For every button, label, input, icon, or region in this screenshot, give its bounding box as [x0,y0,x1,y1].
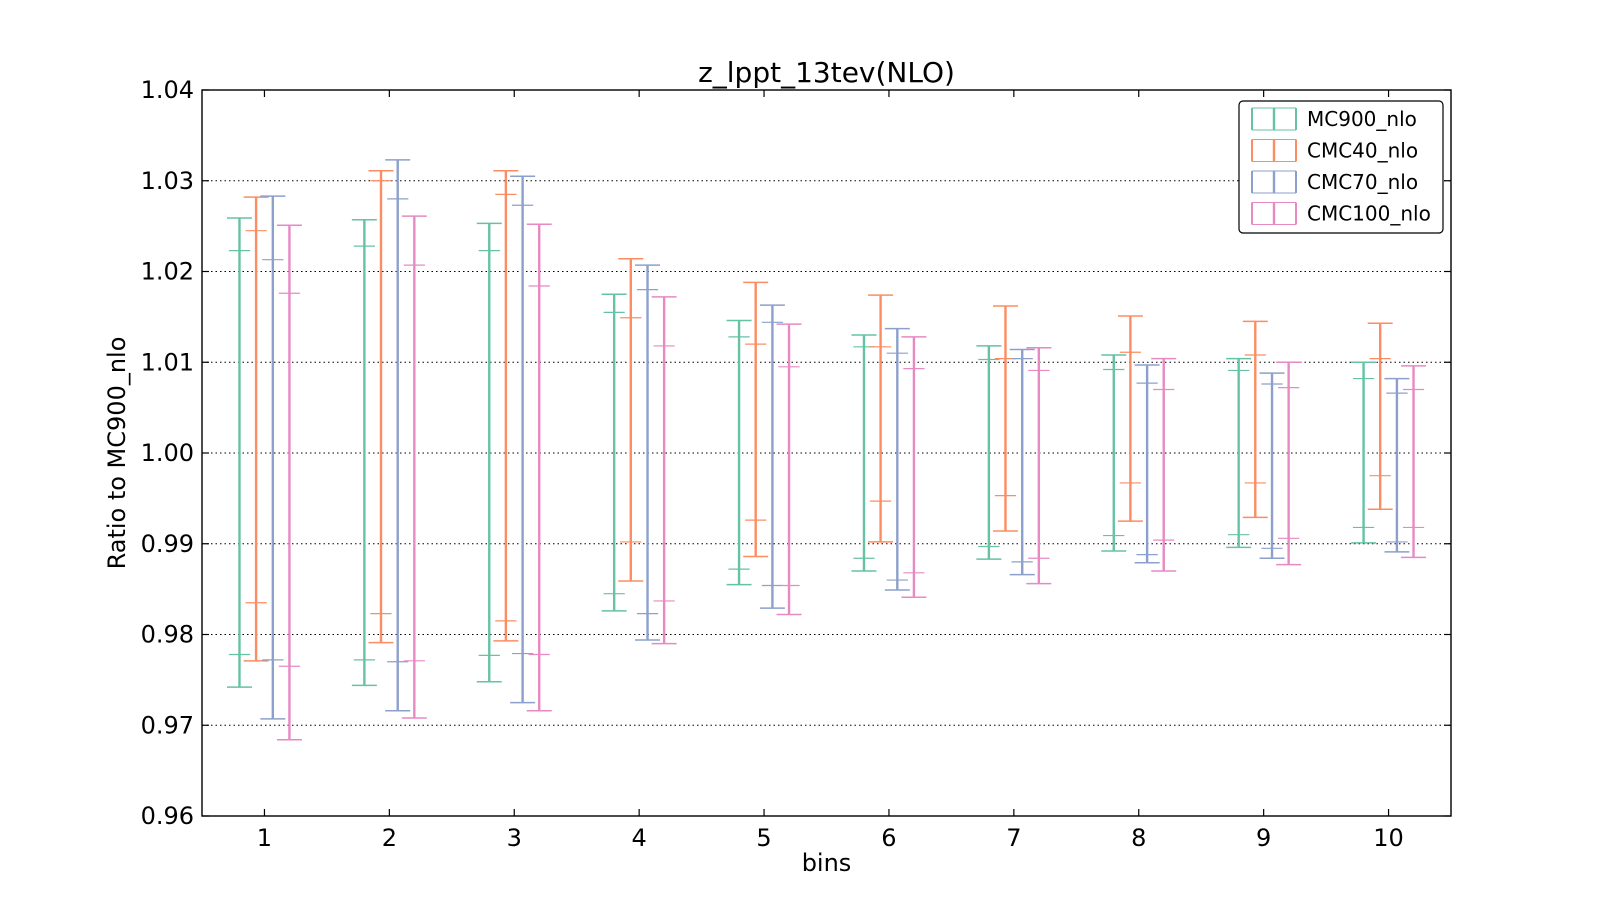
x-axis-label: bins [802,849,852,877]
x-tick-label: 3 [507,824,522,852]
y-tick-label: 0.98 [141,621,194,649]
y-tick-label: 1.02 [141,258,194,286]
x-tick-label: 9 [1256,824,1271,852]
y-tick-label: 0.97 [141,711,194,739]
legend: MC900_nlo CMC40_nlo CMC70_nlo CMC100_nlo [1238,100,1444,234]
x-tick-label: 1 [257,824,272,852]
series-MC900_nlo [226,217,1377,688]
x-tick-label: 5 [756,824,771,852]
x-tick-label: 8 [1131,824,1146,852]
x-axis-ticks: 1 2 3 4 5 6 7 8 9 10 [257,90,1404,852]
x-tick-label: 4 [632,824,647,852]
y-axis-ticks: 0.96 0.97 0.98 0.99 1.00 1.01 1.02 1.03 1.04 [141,76,1451,830]
error-bars [226,159,1427,741]
y-tick-label: 1.04 [141,76,194,104]
y-tick-label: 0.96 [141,802,194,830]
legend-entry: CMC70_nlo [1251,170,1418,194]
legend-label: MC900_nlo [1307,107,1417,131]
x-tick-label: 2 [382,824,397,852]
y-tick-label: 1.03 [141,167,194,195]
legend-label: CMC40_nlo [1307,139,1418,163]
x-tick-label: 10 [1373,824,1404,852]
legend-label: CMC100_nlo [1307,202,1431,226]
series-CMC70_nlo [260,159,1410,720]
grid-lines [202,180,1451,726]
y-axis-label: Ratio to MC900_nlo [103,337,131,570]
legend-entry: MC900_nlo [1251,107,1417,131]
legend-entry: CMC40_nlo [1251,139,1418,163]
legend-label: CMC70_nlo [1307,170,1418,194]
x-tick-label: 6 [881,824,896,852]
legend-entry: CMC100_nlo [1251,202,1431,226]
y-tick-label: 1.01 [141,348,194,376]
series-CMC40_nlo [243,170,1393,662]
y-tick-label: 0.99 [141,530,194,558]
x-tick-label: 7 [1006,824,1021,852]
y-tick-label: 1.00 [141,439,194,467]
legend-box [1238,100,1444,234]
chart-title: z_lppt_13tev(NLO) [698,56,955,89]
series-CMC100_nlo [276,215,1427,741]
